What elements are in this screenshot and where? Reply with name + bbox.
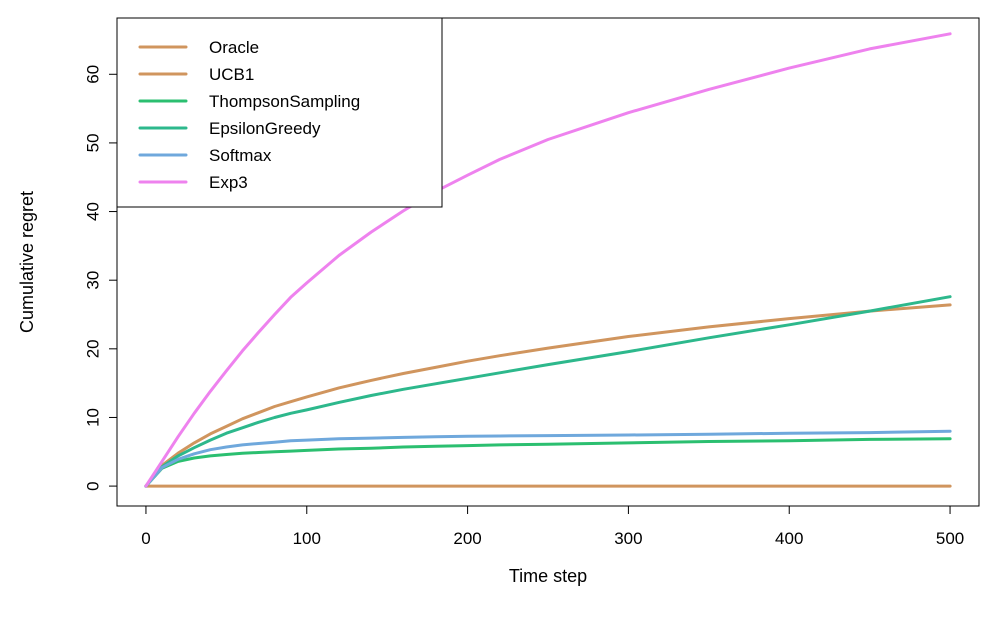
x-tick-label: 200	[453, 529, 481, 548]
series-line-exp3	[144, 32, 952, 488]
legend: Oracle UCB1 ThompsonSampling EpsilonGreedy S…	[116, 17, 443, 208]
y-tick-label: 20	[84, 339, 103, 358]
series-line-softmax	[144, 429, 952, 488]
series-layer	[144, 32, 952, 488]
legend-box	[116, 17, 443, 208]
x-tick-label: 0	[141, 529, 150, 548]
x-axis: 0 100 200 300 400 500	[141, 505, 964, 548]
y-tick-label: 0	[84, 481, 103, 490]
x-tick-label: 300	[614, 529, 642, 548]
y-tick-label: 40	[84, 202, 103, 221]
y-tick-label: 10	[84, 408, 103, 427]
x-tick-label: 100	[293, 529, 321, 548]
series-line-thompsonsampling	[144, 437, 952, 488]
legend-label-epsilongreedy: EpsilonGreedy	[209, 119, 321, 138]
y-tick-label: 50	[84, 133, 103, 152]
y-tick-label: 30	[84, 271, 103, 290]
legend-label-exp3: Exp3	[209, 173, 248, 192]
y-axis-title: Cumulative regret	[17, 191, 37, 333]
y-tick-label: 60	[84, 65, 103, 84]
legend-label-ucb1: UCB1	[209, 65, 254, 84]
legend-label-thompsonsampling: ThompsonSampling	[209, 92, 360, 111]
series-line-ucb1	[144, 303, 952, 488]
x-axis-title: Time step	[509, 566, 587, 586]
legend-label-oracle: Oracle	[209, 38, 259, 57]
x-tick-label: 400	[775, 529, 803, 548]
legend-label-softmax: Softmax	[209, 146, 272, 165]
x-tick-label: 500	[936, 529, 964, 548]
y-axis: 0 10 20 30 40 50 60	[84, 65, 118, 491]
series-line-epsilongreedy	[144, 295, 952, 488]
